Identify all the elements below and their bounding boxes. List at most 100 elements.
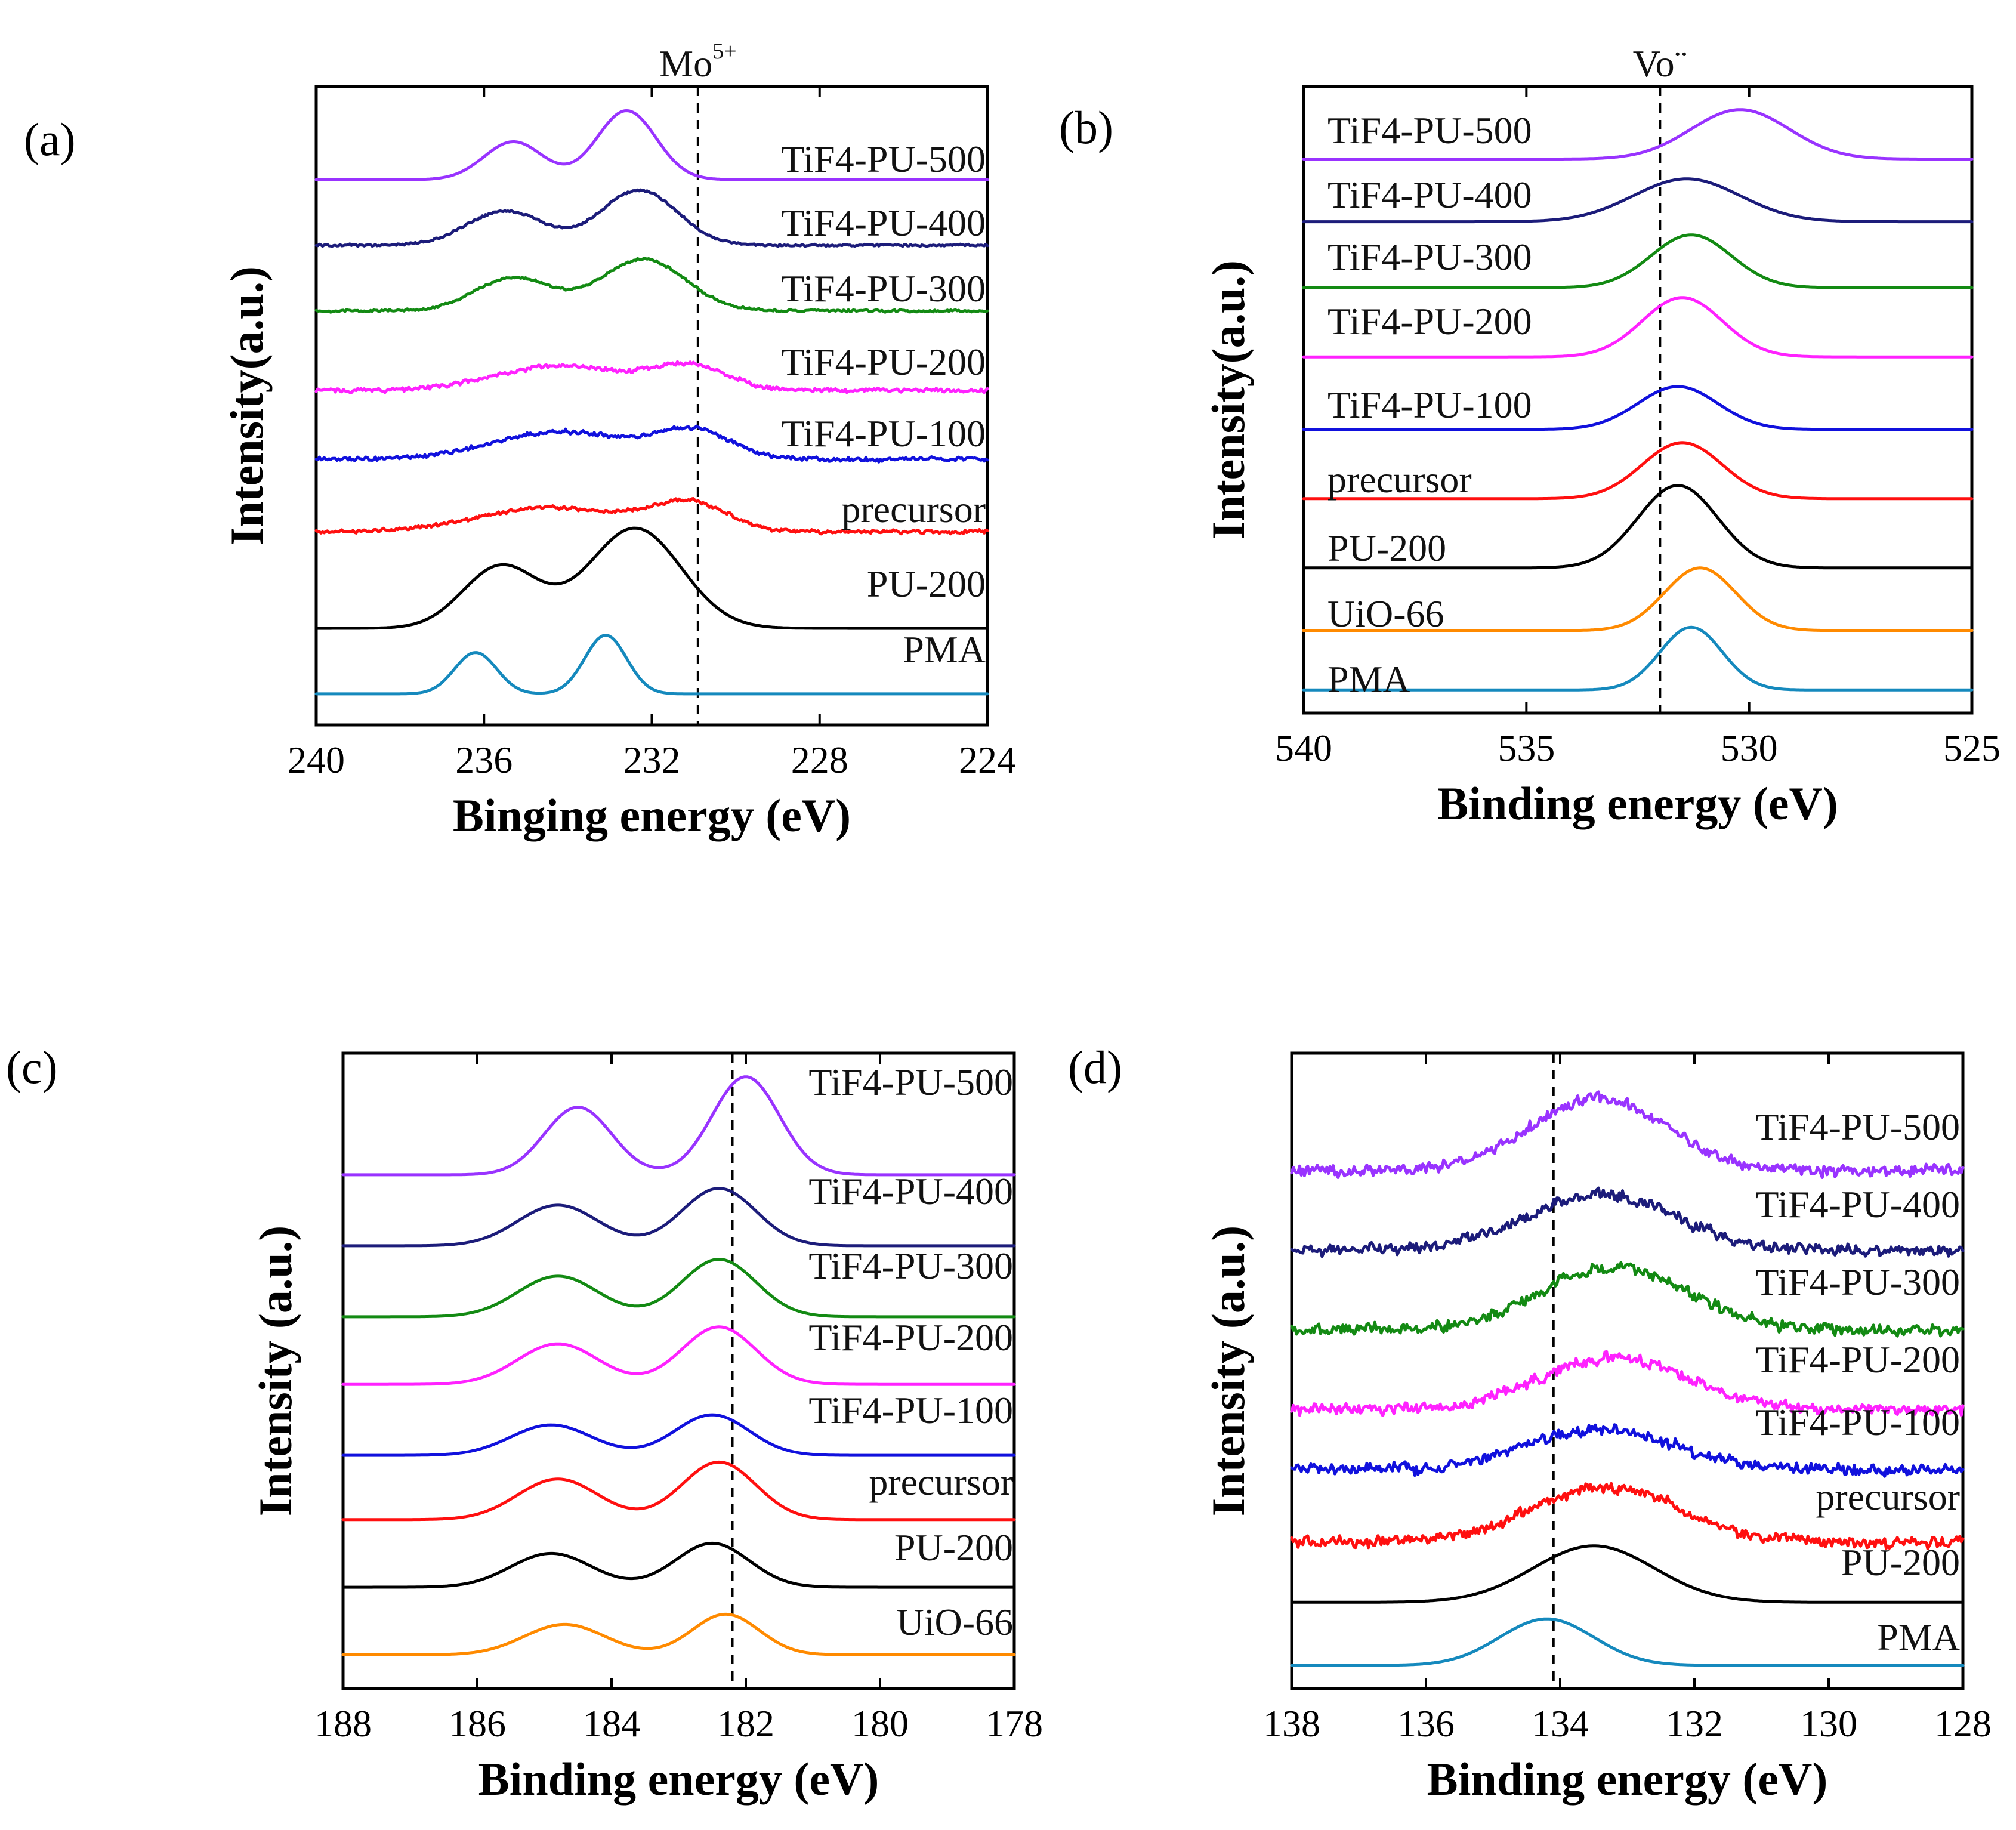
series-label: precursor	[841, 488, 986, 530]
trace-tif4-pu-100	[314, 424, 989, 464]
panel-b: 540 535 530 525 Binding energy (eV) Intensity…	[1059, 42, 2000, 829]
trace-tif4-pu-300	[314, 257, 989, 314]
x-tick-label: 180	[851, 1702, 909, 1745]
series-label: precursor	[1816, 1476, 1960, 1518]
reference-line-label: Mo5+	[659, 39, 736, 85]
x-tick-label: 132	[1666, 1702, 1723, 1745]
trace-tif4-pu-100	[341, 1413, 1016, 1457]
x-tick-label: 236	[455, 739, 513, 781]
series-label: TiF4-PU-400	[1327, 174, 1532, 216]
trace-uio-66	[1302, 566, 1974, 632]
trace-pma	[1290, 1617, 1965, 1667]
series-label: TiF4-PU-300	[1755, 1261, 1960, 1303]
x-tick-label: 184	[583, 1702, 640, 1745]
trace-tif4-pu-400	[341, 1187, 1016, 1248]
x-tick-label: 535	[1498, 727, 1555, 769]
panel-d: 138 136 134 132 130 128 Binding energy (eV) Int…	[1068, 1041, 1992, 1805]
series-label: PU-200	[1841, 1541, 1960, 1584]
trace-tif4-pu-100	[1302, 385, 1974, 431]
x-tick-label: 138	[1263, 1702, 1320, 1745]
trace-tif4-pu-300	[1302, 233, 1974, 289]
x-tick-label: 136	[1397, 1702, 1455, 1745]
series-label: TiF4-PU-500	[1327, 109, 1532, 152]
trace-pma	[1302, 625, 1974, 692]
series-label: UiO-66	[1327, 592, 1444, 635]
trace-tif4-pu-400	[314, 188, 989, 248]
x-tick-label: 530	[1721, 727, 1778, 769]
trace-precursor	[1290, 1482, 1965, 1551]
plot-frame	[1302, 85, 1974, 715]
x-axis-title: Binging energy (eV)	[453, 789, 851, 841]
x-axis-title: Binding energy (eV)	[478, 1753, 879, 1805]
series-label: TiF4-PU-200	[808, 1316, 1013, 1359]
trace-tif4-pu-400	[1302, 177, 1974, 224]
series-label: PU-200	[894, 1526, 1013, 1569]
trace-tif4-pu-400	[1290, 1186, 1965, 1258]
trace-uio-66	[341, 1612, 1016, 1656]
series-label: TiF4-PU-100	[1327, 384, 1532, 426]
x-axis-title: Binding energy (eV)	[1427, 1753, 1828, 1805]
plot-frame	[341, 1051, 1016, 1690]
trace-pu-200	[341, 1541, 1016, 1589]
series-label: TiF4-PU-500	[781, 138, 986, 180]
series-label: PU-200	[1327, 527, 1446, 569]
trace-tif4-pu-500	[314, 109, 989, 181]
x-tick-label: 178	[986, 1702, 1043, 1745]
trace-tif4-pu-100	[1290, 1423, 1965, 1478]
x-tick-label: 228	[791, 739, 848, 781]
trace-pma	[314, 634, 989, 696]
trace-tif4-pu-500	[341, 1075, 1016, 1177]
x-tick-label: 240	[288, 739, 345, 781]
panel-letter: (a)	[24, 113, 76, 165]
series-label: TiF4-PU-200	[781, 341, 986, 383]
x-axis-title: Binding energy (eV)	[1437, 777, 1838, 829]
series-label: TiF4-PU-100	[808, 1389, 1013, 1431]
series-label: PMA	[903, 628, 986, 671]
series-label: TiF4-PU-500	[1755, 1106, 1960, 1148]
series-label: TiF4-PU-100	[781, 412, 986, 455]
x-tick-label: 540	[1275, 727, 1332, 769]
series-label: TiF4-PU-500	[808, 1061, 1013, 1103]
x-tick-label: 186	[449, 1702, 506, 1745]
x-tick-label: 130	[1800, 1702, 1857, 1745]
series-label: TiF4-PU-300	[781, 267, 986, 310]
trace-tif4-pu-500	[1290, 1090, 1965, 1179]
y-axis-title: Intensity (a.u.)	[1202, 1226, 1254, 1517]
series-label: precursor	[869, 1461, 1013, 1503]
trace-precursor	[1302, 441, 1974, 501]
series-label: UiO-66	[896, 1601, 1013, 1643]
y-axis-title: Intensity(a.u.)	[1202, 260, 1254, 539]
panel-a: 240 236 232 228 224 Binging energy (eV) Intens…	[24, 39, 1016, 841]
x-tick-label: 134	[1532, 1702, 1589, 1745]
series-label: TiF4-PU-100	[1755, 1401, 1960, 1443]
y-axis-title: Intensity(a.u.)	[221, 266, 273, 545]
trace-tif4-pu-200	[341, 1325, 1016, 1386]
series-label: TiF4-PU-400	[1755, 1183, 1960, 1226]
series-label: PMA	[1877, 1616, 1960, 1658]
trace-tif4-pu-200	[1302, 296, 1974, 359]
trace-pu-200	[314, 526, 989, 630]
panel-c: 188 186 184 182 180 178 Binding energy (eV) Int…	[6, 1041, 1043, 1805]
trace-pu-200	[1290, 1544, 1965, 1604]
x-tick-label: 182	[717, 1702, 774, 1745]
series-label: PMA	[1327, 658, 1410, 700]
series-label: TiF4-PU-400	[808, 1170, 1013, 1212]
plot-frame	[1290, 1051, 1965, 1690]
series-label: TiF4-PU-200	[1327, 300, 1532, 342]
x-tick-label: 188	[314, 1702, 372, 1745]
panel-letter: (b)	[1059, 101, 1113, 153]
series-label: TiF4-PU-200	[1755, 1338, 1960, 1381]
trace-tif4-pu-500	[1302, 108, 1974, 161]
panel-letter: (d)	[1068, 1041, 1122, 1093]
series-label: precursor	[1327, 458, 1472, 501]
panel-letter: (c)	[6, 1041, 58, 1093]
series-label: PU-200	[867, 563, 986, 605]
y-axis-title: Intensity (a.u.)	[249, 1226, 301, 1517]
trace-tif4-pu-200	[1290, 1350, 1965, 1417]
reference-line-label: Vo¨	[1633, 42, 1687, 85]
series-label: TiF4-PU-300	[808, 1245, 1013, 1287]
trace-precursor	[341, 1460, 1016, 1522]
trace-tif4-pu-200	[314, 360, 989, 394]
trace-tif4-pu-300	[1290, 1261, 1965, 1338]
x-tick-label: 232	[623, 739, 681, 781]
